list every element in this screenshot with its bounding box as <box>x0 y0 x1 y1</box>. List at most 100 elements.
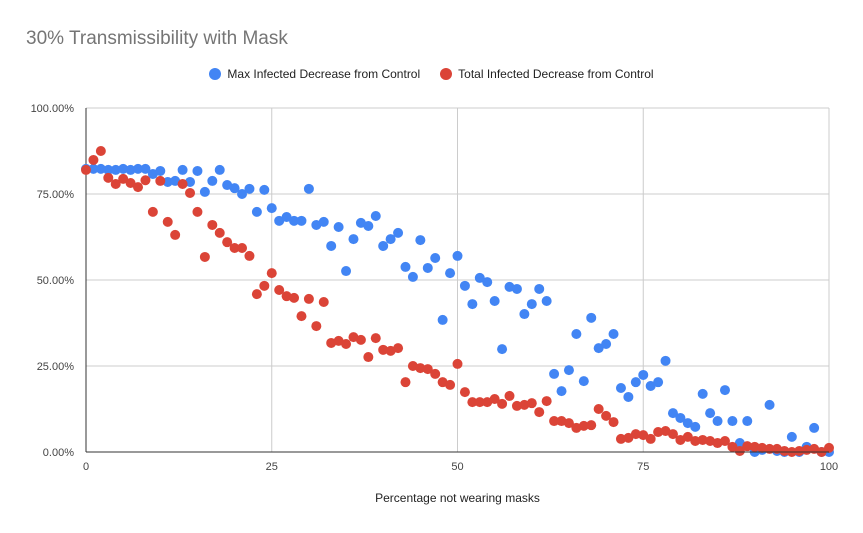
y-tick-label: 25.00% <box>37 361 75 373</box>
max-infected-point <box>556 386 567 397</box>
total-infected-point <box>578 420 589 431</box>
max-infected-point <box>682 418 693 429</box>
total-infected-point <box>667 429 678 440</box>
total-infected-point <box>727 441 738 452</box>
total-infected-point <box>630 429 641 440</box>
legend-marker-icon <box>440 68 453 80</box>
chart-title: 30% Transmissibility with Mask <box>26 28 288 49</box>
total-infected-point <box>400 377 411 388</box>
total-infected-point <box>207 219 218 230</box>
max-infected-point <box>786 431 797 442</box>
max-infected-point <box>289 215 300 226</box>
max-infected-point <box>519 309 530 320</box>
total-infected-point <box>162 216 173 227</box>
x-tick-label: 0 <box>83 461 89 473</box>
total-infected-point <box>511 400 522 411</box>
total-infected-point <box>645 433 656 444</box>
total-infected-point <box>110 179 121 190</box>
max-infected-point <box>95 163 106 174</box>
max-infected-point <box>341 266 352 277</box>
total-infected-point <box>593 404 604 414</box>
max-infected-point <box>363 220 374 231</box>
max-infected-point <box>251 206 262 217</box>
total-infected-point <box>177 179 188 190</box>
max-infected-point <box>482 277 493 288</box>
max-infected-point <box>727 416 738 427</box>
max-infected-point <box>125 164 136 175</box>
total-infected-point <box>623 432 634 443</box>
max-infected-point <box>571 329 582 340</box>
max-infected-point <box>452 250 463 261</box>
total-infected-point <box>497 398 508 409</box>
total-infected-point <box>734 445 745 456</box>
max-infected-point <box>697 388 708 399</box>
max-infected-point <box>764 399 775 410</box>
max-infected-point <box>653 377 664 388</box>
total-infected-point <box>118 173 129 184</box>
x-tick-label: 100 <box>820 461 838 473</box>
total-infected-point <box>601 410 612 421</box>
max-infected-point <box>296 215 307 226</box>
y-tick-label: 100.00% <box>31 103 75 115</box>
total-infected-point <box>422 364 433 375</box>
max-infected-point <box>541 295 552 306</box>
max-infected-point <box>237 189 248 199</box>
x-tick-label: 75 <box>637 461 649 473</box>
total-infected-point <box>140 175 151 186</box>
total-infected-point <box>251 289 262 300</box>
max-infected-point <box>244 183 255 194</box>
max-infected-point <box>474 272 485 283</box>
max-infected-point <box>467 299 478 310</box>
max-infected-point <box>207 175 218 186</box>
max-infected-point <box>415 235 426 246</box>
total-infected-point <box>214 227 225 238</box>
total-infected-point <box>133 182 144 193</box>
total-infected-point <box>541 396 552 407</box>
y-tick-label: 50.00% <box>37 275 75 287</box>
total-infected-point <box>185 187 196 198</box>
max-infected-point <box>385 234 396 245</box>
max-infected-point <box>326 240 337 251</box>
legend-item-total-infected[interactable]: Total Infected Decrease from Control <box>440 67 654 81</box>
legend: Max Infected Decrease from Control Total… <box>0 67 863 81</box>
max-infected-point <box>133 163 144 174</box>
legend-item-max-infected[interactable]: Max Infected Decrease from Control <box>209 67 420 81</box>
x-tick-label: 25 <box>266 461 278 473</box>
total-infected-point <box>81 164 91 175</box>
max-infected-point <box>497 344 508 355</box>
total-infected-point <box>653 427 664 438</box>
max-infected-point <box>593 343 604 354</box>
max-infected-point <box>445 268 456 279</box>
max-infected-point <box>705 408 716 419</box>
total-infected-point <box>170 229 181 240</box>
total-infected-point <box>489 394 500 405</box>
max-infected-point <box>281 212 292 223</box>
total-infected-point <box>237 243 248 254</box>
max-infected-point <box>407 271 418 282</box>
total-infected-point <box>697 434 708 445</box>
total-infected-point <box>549 416 560 427</box>
total-infected-point <box>199 251 210 262</box>
max-infected-point <box>192 165 203 176</box>
max-infected-point <box>630 377 641 388</box>
max-infected-point <box>601 338 612 349</box>
total-infected-point <box>341 338 352 349</box>
max-infected-point <box>459 280 470 291</box>
total-infected-point <box>742 441 753 452</box>
legend-label: Total Infected Decrease from Control <box>458 67 654 81</box>
total-infected-point <box>452 358 463 369</box>
max-infected-point <box>549 368 560 379</box>
max-infected-point <box>645 380 656 391</box>
max-infected-point <box>422 262 433 273</box>
max-infected-point <box>489 295 500 306</box>
total-infected-point <box>95 146 106 156</box>
max-infected-point <box>660 355 671 366</box>
max-infected-point <box>333 222 344 233</box>
max-infected-point <box>437 314 448 325</box>
total-infected-point <box>229 243 240 254</box>
max-infected-point <box>88 163 99 174</box>
max-infected-point <box>563 365 574 376</box>
total-infected-point <box>824 442 834 453</box>
total-infected-point <box>125 177 136 188</box>
